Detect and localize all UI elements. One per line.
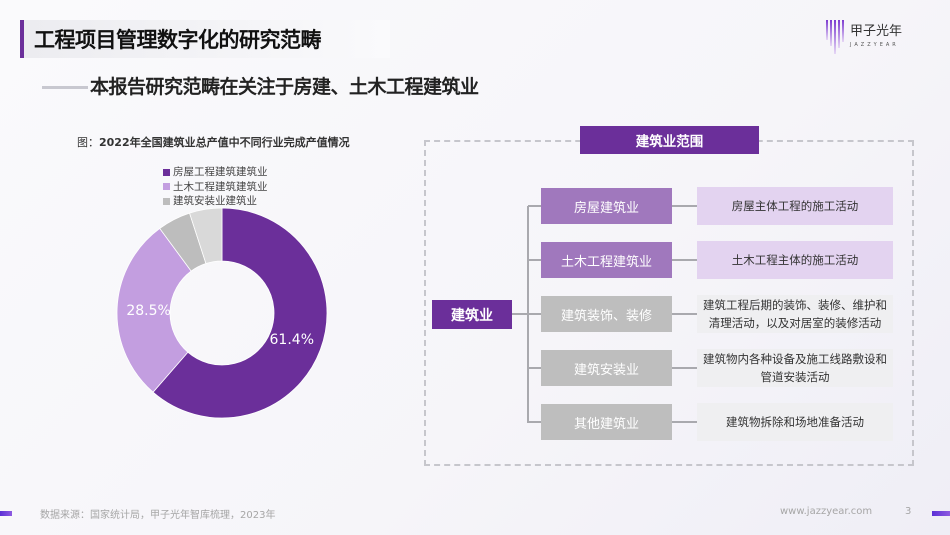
scope-description: 土木工程主体的施工活动 — [697, 241, 893, 279]
slice-label: 61.4% — [270, 332, 314, 348]
legend-label: 土木工程建筑建筑业 — [173, 180, 268, 193]
subtitle: 本报告研究范畴在关注于房建、土木工程建筑业 — [90, 76, 479, 98]
chart-title: 图：2022年全国建筑业总产值中不同行业完成产值情况 — [77, 134, 350, 150]
legend-item: 房屋工程建筑建筑业 — [163, 165, 268, 180]
donut-slice — [116, 227, 192, 393]
connector — [528, 205, 541, 207]
chart-title-prefix: 图： — [77, 136, 99, 149]
connector — [672, 205, 697, 207]
footer-bar-left — [0, 511, 12, 516]
scope-description: 房屋主体工程的施工活动 — [697, 187, 893, 225]
legend-label: 建筑安装业建筑业 — [173, 195, 257, 207]
website-link[interactable]: www.jazzyear.com — [780, 506, 873, 517]
connector — [528, 421, 541, 423]
connector — [528, 259, 541, 261]
connector — [512, 313, 528, 315]
connector — [672, 421, 697, 423]
logo-icon — [826, 20, 844, 56]
legend-swatch — [163, 168, 170, 176]
scope-root: 建筑业 — [432, 300, 512, 329]
data-source: 数据来源：国家统计局，甲子光年智库梳理，2023年 — [40, 510, 276, 521]
legend-swatch — [163, 197, 170, 205]
footer-bar-right — [932, 511, 950, 516]
connector — [672, 259, 697, 261]
connector — [672, 367, 697, 369]
scope-category: 其他建筑业 — [541, 404, 672, 440]
logo-sub: JAZZYEAR — [850, 42, 899, 48]
scope-description: 建筑物内各种设备及施工线路敷设和管道安装活动 — [697, 349, 893, 387]
chart-legend: 房屋工程建筑建筑业 土木工程建筑建筑业 建筑安装业建筑业 — [163, 165, 268, 209]
scope-description: 建筑工程后期的装饰、装修、维护和清理活动，以及对居室的装修活动 — [697, 295, 893, 333]
scope-header: 建筑业范围 — [580, 126, 759, 154]
scope-description: 建筑物拆除和场地准备活动 — [697, 403, 893, 441]
legend-item: 土木工程建筑建筑业 — [163, 180, 268, 195]
scope-category: 土木工程建筑业 — [541, 242, 672, 278]
legend-label: 房屋工程建筑建筑业 — [173, 166, 268, 178]
page-number: 3 — [905, 506, 912, 517]
legend-item: 建筑安装业建筑业 — [163, 194, 268, 209]
scope-category: 建筑安装业 — [541, 350, 672, 386]
connector — [528, 313, 541, 315]
connector — [672, 313, 697, 315]
logo: 甲子光年 JAZZYEAR — [826, 20, 902, 56]
scope-category: 房屋建筑业 — [541, 188, 672, 224]
logo-name: 甲子光年 — [850, 24, 903, 39]
title-bar — [20, 20, 390, 58]
legend-swatch — [163, 183, 170, 191]
connector — [528, 367, 541, 369]
donut-chart: 61.4% 28.5% — [116, 207, 328, 419]
donut-slice — [152, 207, 328, 419]
subtitle-decoration — [42, 86, 88, 89]
slice-label: 28.5% — [126, 303, 170, 319]
page-title: 工程项目管理数字化的研究范畴 — [34, 28, 322, 52]
donut-slice — [189, 207, 223, 265]
chart-title-text: 2022年全国建筑业总产值中不同行业完成产值情况 — [99, 136, 350, 149]
scope-category: 建筑装饰、装修 — [541, 296, 672, 332]
